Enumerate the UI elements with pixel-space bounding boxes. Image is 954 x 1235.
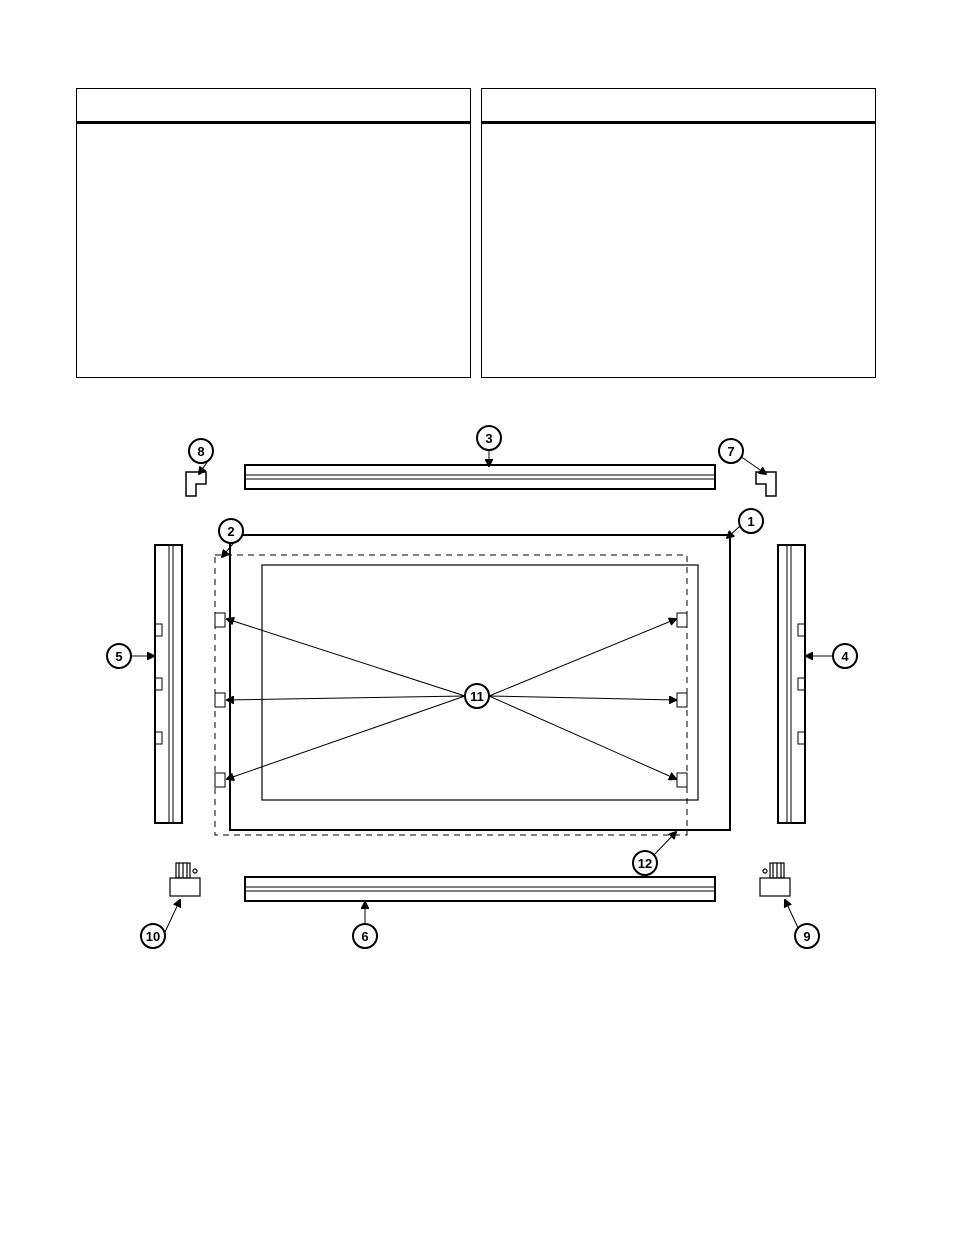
callout-7: 7 xyxy=(718,438,744,464)
callout-label: 10 xyxy=(146,929,160,944)
rail-top xyxy=(245,465,715,489)
header-panel-right xyxy=(481,88,876,378)
corner-top-left xyxy=(186,472,206,496)
corner-top-right xyxy=(756,472,776,496)
back-panel xyxy=(215,555,687,835)
callout-12: 12 xyxy=(632,850,658,876)
callout-label: 11 xyxy=(470,689,484,704)
exploded-diagram: 3 1 2 4 5 6 7 8 9 10 11 12 xyxy=(0,380,954,1020)
rail-right xyxy=(778,545,805,823)
callout-6: 6 xyxy=(352,923,378,949)
callout-label: 12 xyxy=(638,856,652,871)
callout-label: 2 xyxy=(227,524,234,539)
callout-4: 4 xyxy=(832,643,858,669)
back-panel-dashed xyxy=(215,555,687,835)
callout-label: 7 xyxy=(727,444,734,459)
callout-8: 8 xyxy=(188,438,214,464)
header-panel-left xyxy=(76,88,471,378)
corner-bottom-right xyxy=(760,863,790,896)
panel-clips xyxy=(215,613,687,787)
callout-label: 4 xyxy=(841,649,848,664)
callout-label: 6 xyxy=(361,929,368,944)
callout-3: 3 xyxy=(476,425,502,451)
callout-label: 3 xyxy=(485,431,492,446)
rail-left xyxy=(155,545,182,823)
callout-9: 9 xyxy=(794,923,820,949)
corner-bottom-left xyxy=(170,863,200,896)
header-panel-right-bar xyxy=(482,89,875,124)
header-panel-left-bar xyxy=(77,89,470,124)
rail-bottom xyxy=(245,877,715,901)
callout-label: 8 xyxy=(197,444,204,459)
callout-2: 2 xyxy=(218,518,244,544)
callout-label: 5 xyxy=(115,649,122,664)
callout-11: 11 xyxy=(464,683,490,709)
callout-label: 9 xyxy=(803,929,810,944)
callout-label: 1 xyxy=(747,514,754,529)
callout-10: 10 xyxy=(140,923,166,949)
header-panels xyxy=(76,88,876,378)
callout-5: 5 xyxy=(106,643,132,669)
callout-1: 1 xyxy=(738,508,764,534)
